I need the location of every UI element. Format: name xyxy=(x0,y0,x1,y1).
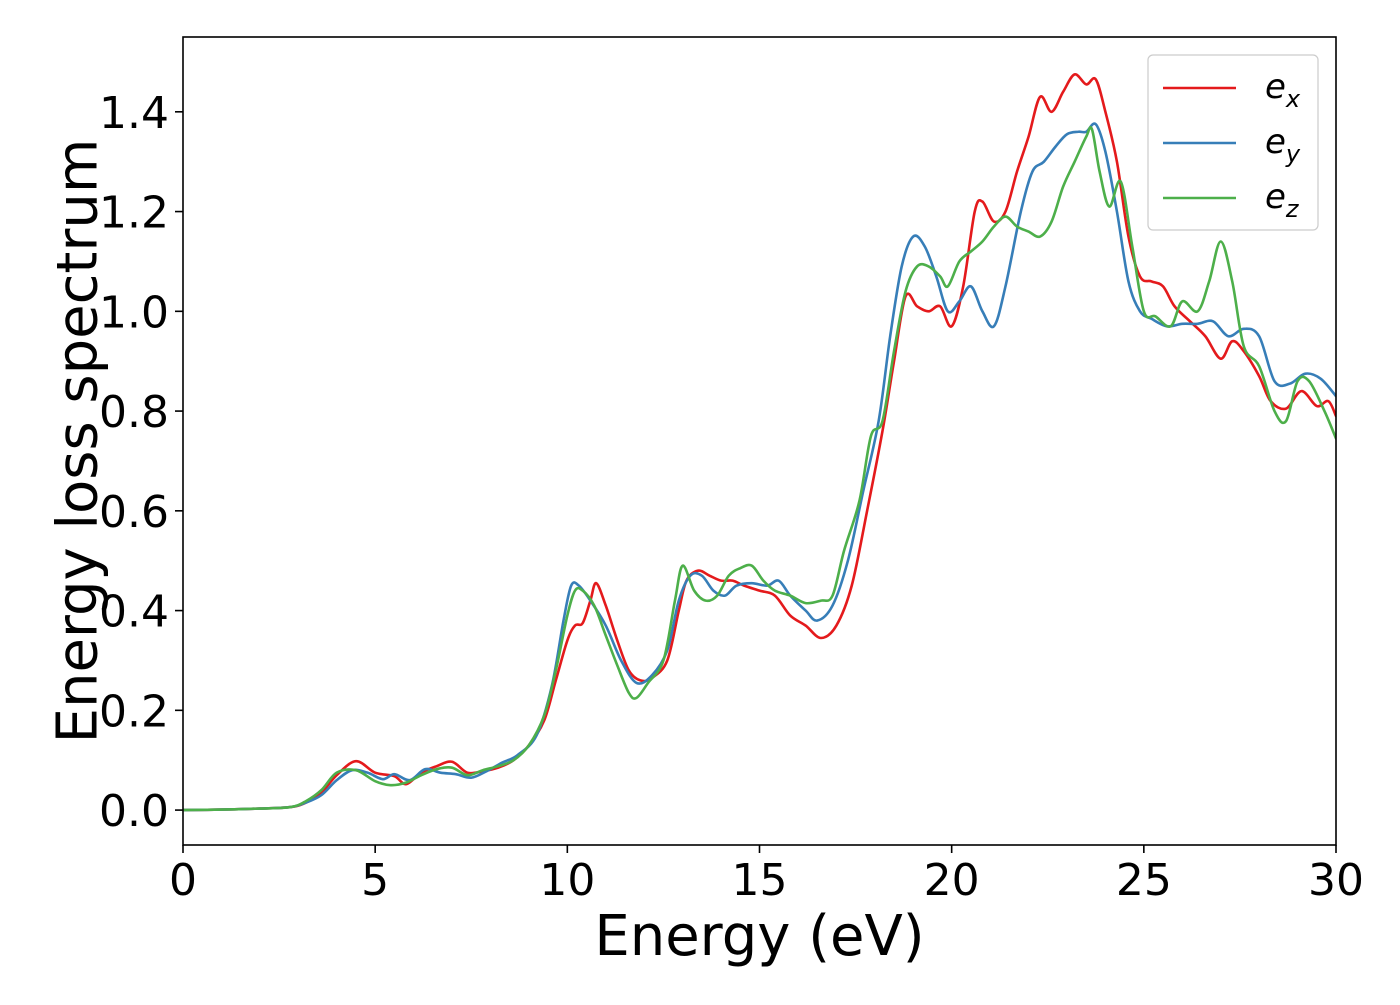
y-axis-label: Energy loss spectrum xyxy=(46,139,111,744)
x-tick-label: 0 xyxy=(169,855,197,906)
y-tick-label: 0.8 xyxy=(99,387,169,438)
y-tick-label: 1.0 xyxy=(99,287,169,338)
legend-label: ex xyxy=(1265,67,1301,113)
series-line-z xyxy=(183,125,1336,812)
legend: ex ey ez xyxy=(1147,54,1319,231)
x-tick-label: 30 xyxy=(1308,855,1364,906)
x-tick-label: 10 xyxy=(539,855,595,906)
legend-label: ez xyxy=(1265,177,1300,223)
legend-label: ey xyxy=(1265,122,1301,168)
x-tick-label: 25 xyxy=(1116,855,1172,906)
x-tick-label: 5 xyxy=(361,855,389,906)
y-tick-label: 1.4 xyxy=(99,88,169,139)
axis-ticks: 0 5 10 15 20 25 30 0.0 0.2 0.4 0.6 0.8 1.0 1.2 1.4 xyxy=(99,88,1364,906)
y-tick-label: 0.2 xyxy=(99,686,169,737)
x-axis-label: Energy (eV) xyxy=(594,904,924,969)
x-tick-label: 20 xyxy=(924,855,980,906)
y-tick-label: 0.0 xyxy=(99,786,169,837)
y-tick-label: 1.2 xyxy=(99,188,169,239)
x-tick-label: 15 xyxy=(732,855,788,906)
y-tick-label: 0.6 xyxy=(99,487,169,538)
series-line-y xyxy=(183,122,1336,812)
y-tick-label: 0.4 xyxy=(99,587,169,638)
series-line-x xyxy=(183,73,1336,812)
series-lines xyxy=(183,73,1336,812)
